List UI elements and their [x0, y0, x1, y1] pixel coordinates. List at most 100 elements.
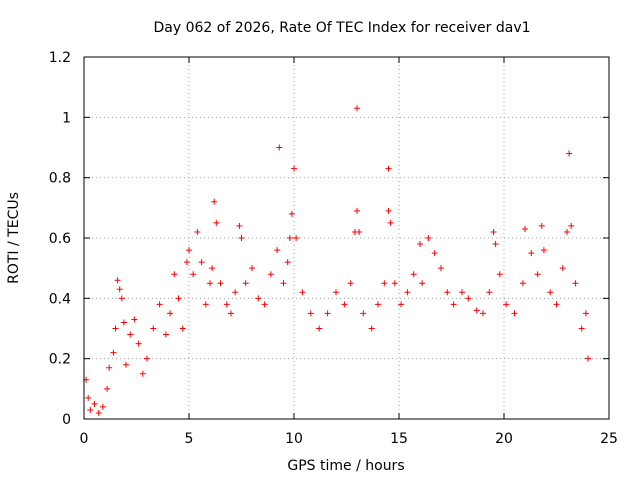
roti-point	[356, 228, 363, 235]
roti-point	[333, 289, 339, 296]
roti-point	[255, 295, 262, 302]
roti-point	[368, 325, 375, 332]
roti-point	[419, 280, 426, 287]
roti-point	[291, 165, 297, 172]
roti-point	[198, 259, 205, 266]
y-tick-labels: 0 0.2 0.4 0.6 0.8 1 1.2	[49, 50, 71, 428]
roti-point	[503, 301, 510, 308]
roti-point	[578, 325, 585, 332]
roti-point	[410, 271, 417, 278]
roti-point	[183, 259, 190, 266]
roti-point	[104, 385, 111, 392]
roti-point	[490, 228, 497, 235]
roti-point	[480, 310, 486, 317]
roti-point	[99, 403, 106, 410]
roti-point	[87, 406, 94, 413]
roti-point	[150, 325, 157, 332]
roti-point	[486, 289, 493, 296]
roti-point	[381, 280, 388, 287]
roti-point	[585, 355, 591, 362]
roti-point	[123, 361, 129, 368]
y-tick-label: 0.2	[49, 352, 71, 368]
roti-point	[280, 280, 287, 287]
roti-point	[496, 271, 503, 278]
plot-frame	[83, 56, 610, 420]
x-tick-label: 0	[80, 431, 89, 447]
roti-point	[110, 349, 117, 356]
roti-point	[522, 225, 528, 232]
roti-point	[354, 207, 360, 214]
y-tick-label: 1.2	[49, 50, 71, 66]
roti-point	[190, 271, 197, 278]
roti-point	[511, 310, 518, 317]
y-axis-label: ROTI / TECUs	[6, 192, 22, 284]
roti-point	[564, 228, 570, 235]
roti-point	[186, 247, 192, 254]
roti-point	[276, 144, 283, 151]
x-tick-label: 25	[600, 431, 618, 447]
roti-point	[398, 301, 405, 308]
roti-point	[120, 319, 127, 326]
roti-point	[223, 301, 230, 308]
roti-point	[582, 310, 589, 317]
y-tick-label: 1	[62, 110, 71, 126]
x-axis-label: GPS time / hours	[287, 458, 404, 474]
roti-point	[116, 286, 123, 293]
roti-point	[156, 301, 163, 308]
roti-point	[547, 289, 554, 296]
roti-point	[207, 280, 213, 287]
roti-point	[307, 310, 314, 317]
roti-point	[175, 295, 182, 302]
roti-point	[211, 198, 218, 205]
roti-point	[232, 289, 239, 296]
roti-point	[286, 235, 293, 241]
roti-point	[249, 265, 255, 272]
roti-point	[404, 289, 411, 296]
axis-ticks	[83, 56, 610, 420]
roti-point	[459, 289, 465, 296]
grid-lines	[84, 57, 609, 419]
x-tick-labels: 0 5 10 15 20 25	[80, 431, 618, 447]
roti-point	[341, 301, 348, 308]
roti-point	[492, 241, 499, 248]
roti-point	[465, 295, 472, 302]
roti-point	[553, 301, 560, 308]
roti-point	[118, 295, 125, 302]
roti-point	[534, 271, 541, 278]
roti-point	[131, 316, 138, 323]
x-tick-label: 10	[285, 431, 303, 447]
roti-point	[167, 310, 174, 317]
roti-point	[299, 289, 306, 296]
roti-point	[139, 370, 146, 377]
roti-point	[431, 250, 438, 257]
roti-point	[568, 222, 575, 229]
roti-point	[106, 364, 113, 371]
roti-point	[519, 280, 526, 287]
y-tick-label: 0.4	[49, 291, 71, 307]
roti-point	[528, 250, 535, 257]
y-tick-label: 0.8	[49, 171, 71, 187]
roti-point	[91, 400, 98, 407]
roti-point	[324, 310, 331, 317]
roti-point	[236, 222, 243, 229]
x-tick-label: 5	[185, 431, 194, 447]
roti-point	[261, 301, 268, 308]
roti-point	[473, 307, 480, 314]
roti-point	[217, 280, 224, 287]
roti-point	[572, 280, 579, 287]
roti-point	[95, 409, 102, 416]
roti-point	[387, 219, 394, 226]
roti-point	[284, 259, 291, 266]
roti-point	[538, 222, 545, 229]
chart-title: Day 062 of 2026, Rate Of TEC Index for r…	[153, 20, 530, 36]
roti-point	[238, 235, 245, 241]
roti-point	[444, 289, 451, 296]
roti-point	[114, 277, 121, 284]
roti-point	[162, 331, 169, 338]
roti-point	[375, 301, 381, 308]
roti-point	[385, 207, 392, 214]
y-tick-label: 0.6	[49, 231, 71, 247]
roti-point	[450, 301, 457, 308]
roti-point	[267, 271, 274, 278]
